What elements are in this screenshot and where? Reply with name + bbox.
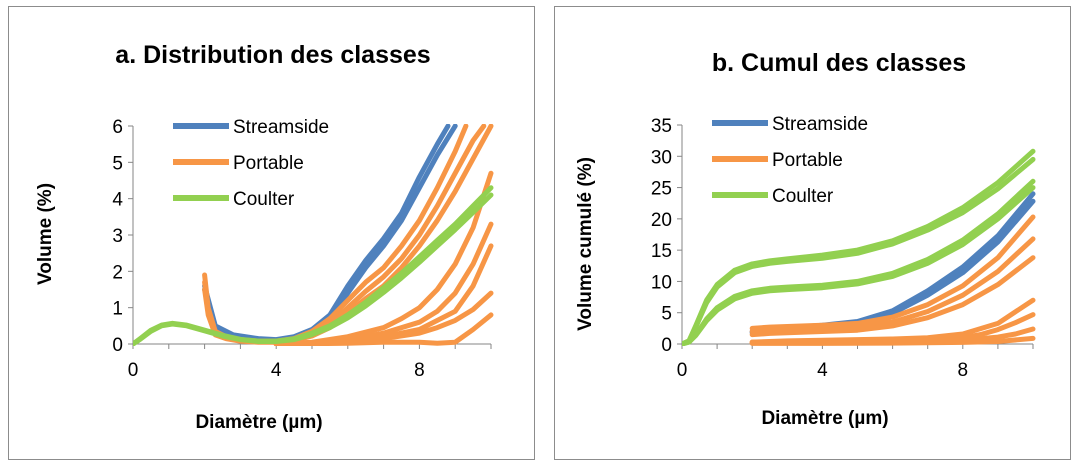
series-line-coulter [133, 192, 494, 346]
x-tick-label: 4 [271, 360, 282, 381]
legend-label-coulter: Coulter [233, 189, 295, 210]
legend: Streamside Portable Coulter [173, 117, 329, 210]
legend-label-portable: Portable [233, 153, 304, 174]
series-line-coulter [682, 185, 1036, 346]
legend-label-coulter: Coulter [772, 186, 834, 207]
y-tick-label: 4 [112, 190, 123, 211]
x-tick-label: 0 [677, 360, 688, 381]
x-axis-title: Diamètre (µm) [195, 412, 322, 433]
x-tick-label: 4 [817, 360, 828, 381]
legend: Streamside Portable Coulter [712, 114, 868, 207]
series-layer [682, 148, 1036, 346]
x-axis-title: Diamètre (µm) [761, 408, 888, 429]
y-tick-label: 10 [651, 272, 672, 293]
y-tick-label: 1 [112, 299, 123, 320]
legend-label-portable: Portable [772, 150, 843, 171]
series-line-portable [749, 236, 1036, 334]
chart-title: a. Distribution des classes [115, 41, 430, 69]
y-tick-label: 5 [112, 153, 123, 174]
y-tick-label: 5 [661, 304, 672, 325]
x-tick-label: 8 [958, 360, 969, 381]
series-line-portable [749, 335, 1036, 346]
plot-area: 0 1 2 3 4 5 6 0 4 8 Streamside Portable Coulter [112, 117, 494, 381]
y-tick-label: 25 [651, 179, 672, 200]
y-tick-label: 3 [112, 226, 123, 247]
legend-label-streamside: Streamside [233, 117, 329, 138]
series-line-portable [273, 312, 494, 346]
y-tick-label: 35 [651, 116, 672, 137]
y-axis-title: Volume cumulé (%) [575, 157, 596, 331]
chart-panel-distribution: a. Distribution des classes Diamètre (µm… [8, 6, 535, 460]
y-tick-label: 0 [112, 335, 123, 356]
y-tick-label: 30 [651, 147, 672, 168]
series-line-coulter [682, 156, 1036, 346]
series-line-coulter [682, 148, 1036, 346]
y-tick-label: 2 [112, 262, 123, 283]
series-line-portable [749, 214, 1036, 331]
legend-label-streamside: Streamside [772, 114, 868, 135]
plot-area: 0 5 10 15 20 25 30 35 0 4 8 Streamside Portable Coult… [651, 114, 1036, 381]
chart-panel-cumulative: b. Cumul des classes Diamètre (µm) Volum… [554, 6, 1071, 460]
series-line-portable [749, 255, 1036, 338]
x-tick-label: 0 [128, 360, 139, 381]
y-tick-label: 20 [651, 210, 672, 231]
y-tick-label: 6 [112, 117, 123, 138]
y-tick-label: 15 [651, 241, 672, 262]
series-layer [133, 124, 494, 346]
y-axis-title: Volume (%) [35, 183, 56, 285]
chart-distribution: a. Distribution des classes Diamètre (µm… [35, 41, 494, 433]
chart-cumulative: b. Cumul des classes Diamètre (µm) Volum… [575, 49, 1036, 429]
x-tick-label: 8 [414, 360, 425, 381]
chart-title: b. Cumul des classes [712, 49, 966, 77]
y-tick-label: 0 [661, 335, 672, 356]
